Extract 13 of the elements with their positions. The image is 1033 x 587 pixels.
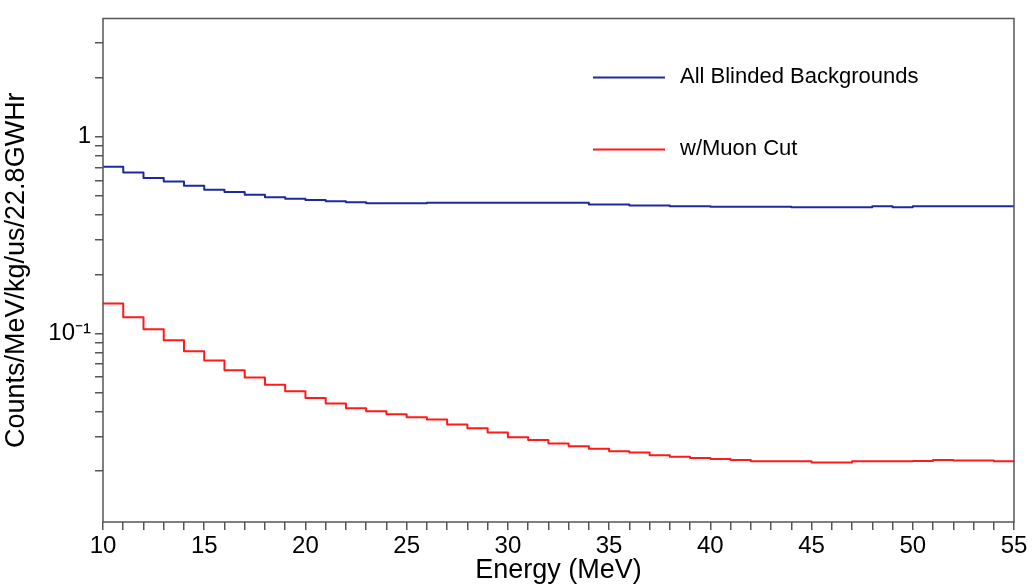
x-tick-label: 10 xyxy=(89,531,117,559)
x-tick-label: 50 xyxy=(899,531,927,559)
x-tick-label: 20 xyxy=(292,531,319,559)
x-tick-label: 25 xyxy=(393,531,421,559)
x-tick-label: 15 xyxy=(190,531,218,559)
x-tick-label: 40 xyxy=(696,531,724,559)
legend-label: w/Muon Cut xyxy=(679,135,798,161)
legend-label: All Blinded Backgrounds xyxy=(680,63,919,89)
x-tick-label: 55 xyxy=(1000,531,1028,559)
y-tick-label: 10⁻¹ xyxy=(48,318,92,346)
x-tick-label: 45 xyxy=(798,531,825,559)
y-tick-label: 1 xyxy=(77,121,91,149)
y-axis-title: Counts/MeV/kg/us/22.8GWHr xyxy=(0,92,30,449)
